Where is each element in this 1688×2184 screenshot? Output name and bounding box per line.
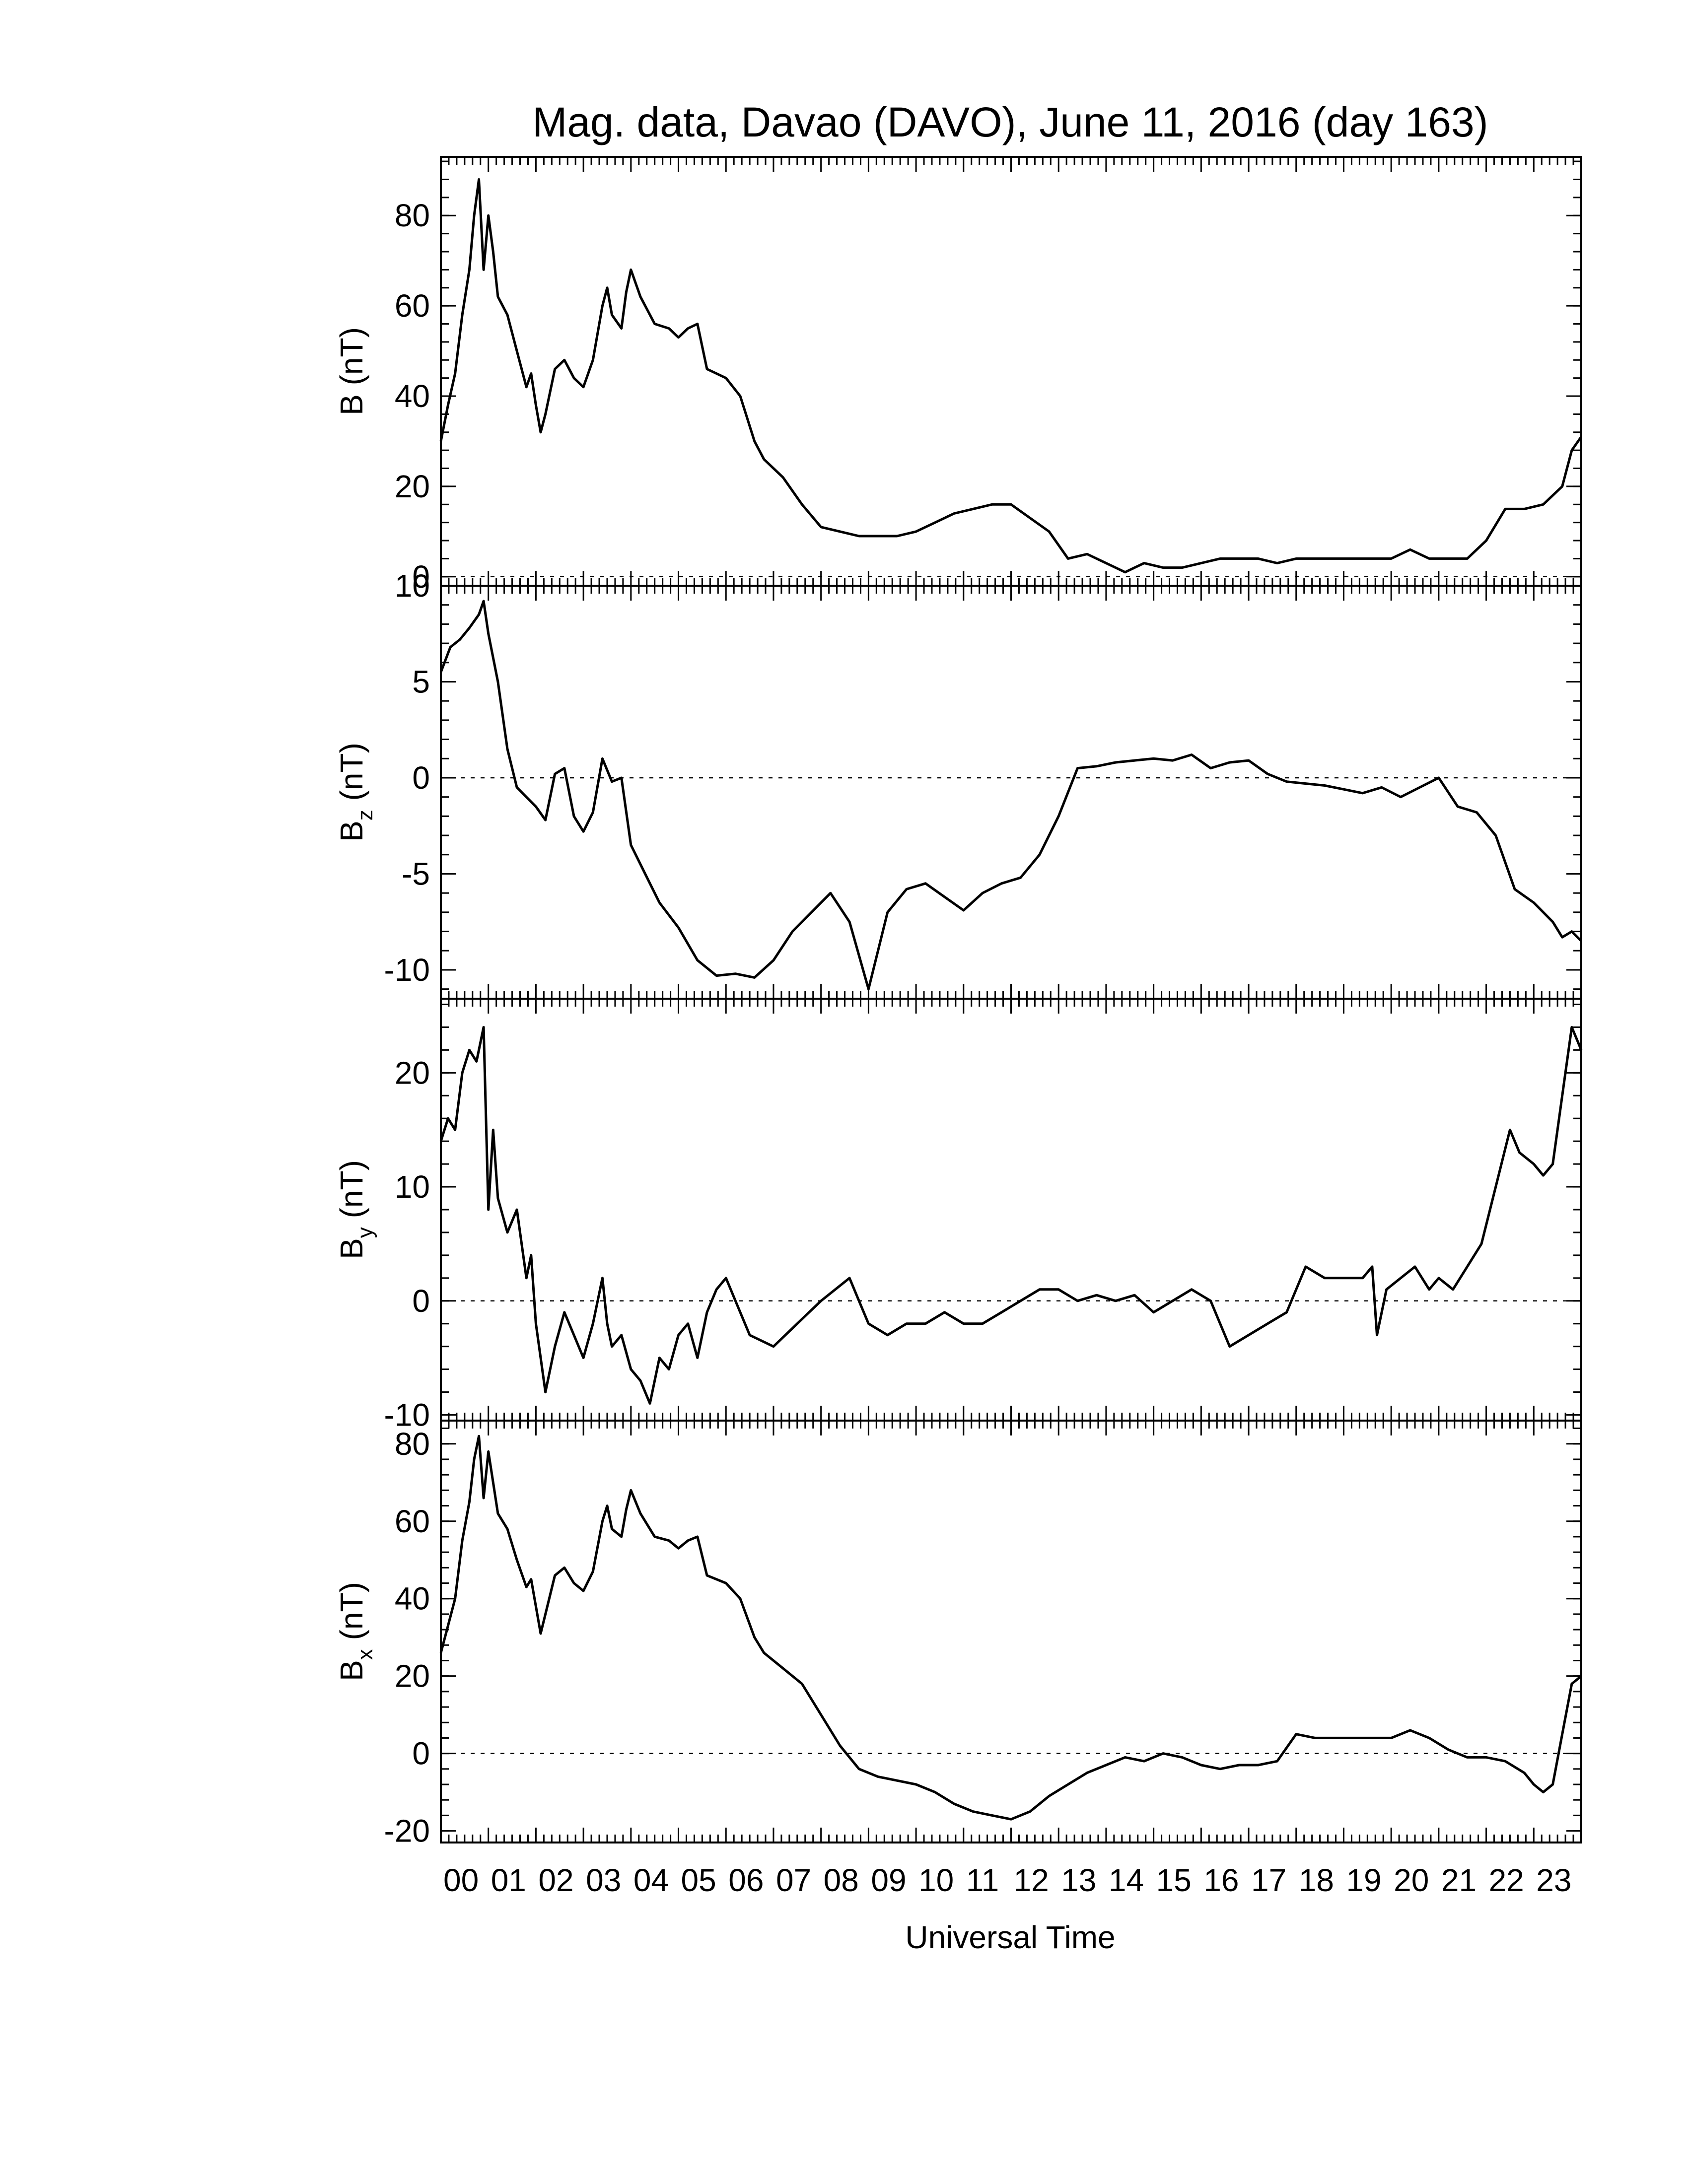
panel-bz: -10 -5 0 5 10 Bz (nT) <box>334 568 1582 1000</box>
y-tick-label: 80 <box>395 198 430 233</box>
y-tick-label: 0 <box>412 760 430 796</box>
y-tick-label: 0 <box>412 1283 430 1319</box>
x-tick-label: 22 <box>1489 1862 1524 1898</box>
series-line-b <box>439 178 1583 574</box>
x-tick-label: 03 <box>586 1862 621 1898</box>
y-tick-label: 0 <box>412 1736 430 1772</box>
x-tick-label: 02 <box>538 1862 573 1898</box>
x-tick-label: 09 <box>871 1862 906 1898</box>
x-tick-label: 19 <box>1346 1862 1381 1898</box>
y-tick-label: 60 <box>395 1503 430 1539</box>
x-tick-label: 14 <box>1109 1862 1144 1898</box>
chart-title: Mag. data, Davao (DAVO), June 11, 2016 (… <box>532 99 1488 145</box>
x-tick-label: 04 <box>633 1862 669 1898</box>
x-tick-label: 15 <box>1156 1862 1192 1898</box>
x-tick-label: 10 <box>918 1862 954 1898</box>
x-tick-label: 11 <box>966 1862 999 1898</box>
x-tick-label: 20 <box>1394 1862 1429 1898</box>
x-tick-label: 18 <box>1299 1862 1334 1898</box>
x-tick-label: 16 <box>1203 1862 1239 1898</box>
y-axis-label-bx: Bx (nT) <box>334 1582 377 1681</box>
x-tick-label: 13 <box>1061 1862 1096 1898</box>
x-tick-label: 00 <box>443 1862 479 1898</box>
y-tick-label: 20 <box>395 469 430 504</box>
x-tick-label: 08 <box>824 1862 859 1898</box>
y-axis-label-bz: Bz (nT) <box>334 743 377 842</box>
y-tick-label: -10 <box>384 952 430 988</box>
y-tick-label: -20 <box>384 1813 430 1849</box>
y-tick-label: 0 <box>412 559 430 595</box>
x-axis-tick-labels: 00 01 02 03 04 05 06 07 08 09 10 11 12 13 14 15 16 17 18 19… <box>443 1862 1571 1898</box>
y-tick-label: -10 <box>384 1397 430 1433</box>
x-tick-label: 05 <box>681 1862 716 1898</box>
y-tick-label: 10 <box>395 568 430 604</box>
panel-frame <box>440 1420 1582 1843</box>
x-tick-label: 21 <box>1441 1862 1477 1898</box>
y-axis-label-b: B (nT) <box>334 327 369 415</box>
y-tick-label: 40 <box>395 378 430 414</box>
y-tick-label: 10 <box>395 1169 430 1205</box>
x-axis-title: Universal Time <box>905 1919 1115 1955</box>
y-tick-label: 20 <box>395 1658 430 1694</box>
y-tick-label: 80 <box>395 1426 430 1462</box>
panel-bx: -20 0 20 40 60 80 Bx (nT) <box>334 1420 1582 1849</box>
y-tick-label: 60 <box>395 288 430 324</box>
y-tick-label: 5 <box>412 664 430 699</box>
x-tick-label: 17 <box>1251 1862 1286 1898</box>
x-tick-label: 06 <box>728 1862 764 1898</box>
series-line-bz <box>439 600 1582 991</box>
y-tick-label: 20 <box>395 1055 430 1091</box>
y-tick-label: 40 <box>395 1581 430 1617</box>
x-tick-label: 23 <box>1536 1862 1571 1898</box>
series-line-bx <box>439 1434 1582 1821</box>
x-tick-label: 12 <box>1014 1862 1049 1898</box>
y-tick-label: -5 <box>402 856 430 891</box>
x-tick-label: 01 <box>491 1862 526 1898</box>
series-line-by <box>439 1025 1583 1405</box>
y-axis-label-by: By (nT) <box>334 1160 377 1259</box>
x-tick-label: 07 <box>776 1862 811 1898</box>
